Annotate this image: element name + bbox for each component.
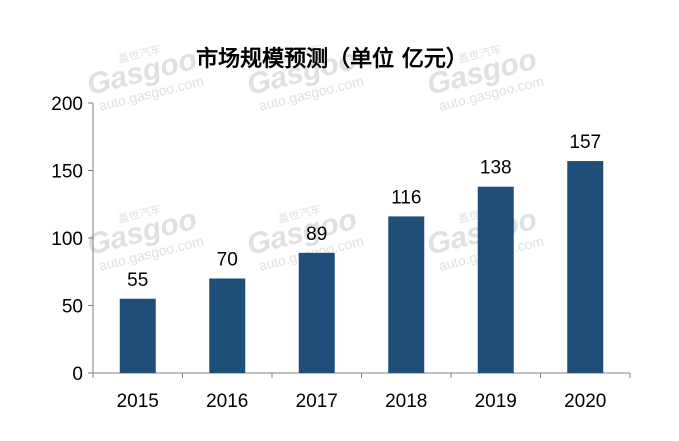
- data-label: 89: [306, 224, 327, 245]
- chart-title: 市场规模预测（单位 亿元）: [196, 46, 468, 72]
- bar-series: [119, 161, 604, 373]
- y-tick-label: 150: [51, 162, 83, 183]
- data-label: 116: [391, 187, 421, 208]
- y-tick-label: 0: [72, 364, 83, 385]
- bar: [209, 278, 246, 373]
- x-tick-label: 2016: [206, 391, 248, 412]
- bar: [119, 298, 156, 373]
- x-tick-label: 2018: [385, 391, 427, 412]
- y-tick-label: 200: [51, 94, 83, 115]
- bar: [567, 161, 604, 373]
- data-label: 157: [569, 132, 601, 153]
- bar: [298, 252, 335, 373]
- data-label: 70: [217, 250, 238, 271]
- x-tick-label: 2019: [475, 391, 517, 412]
- y-axis-ticks: 0 50 100 150 200: [51, 94, 93, 385]
- x-tick-label: 2020: [564, 391, 606, 412]
- y-tick-label: 100: [51, 229, 83, 250]
- data-label: 138: [480, 158, 512, 179]
- x-tick-label: 2015: [117, 391, 159, 412]
- data-label: 55: [127, 270, 148, 291]
- x-tick-label: 2017: [296, 391, 338, 412]
- x-axis-ticks: 2015 2016 2017 2018 2019 2020: [92, 373, 631, 412]
- y-tick-label: 50: [62, 297, 83, 318]
- bar: [388, 216, 425, 373]
- data-labels: 55 70 89 116 138 157: [127, 132, 601, 291]
- bar: [477, 186, 514, 373]
